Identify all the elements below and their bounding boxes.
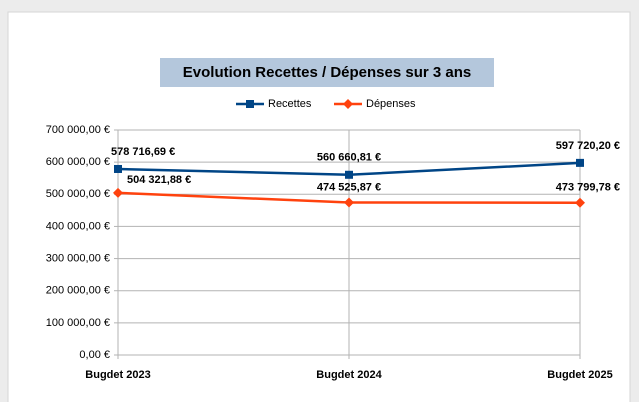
y-tick-label: 100 000,00 € — [46, 317, 110, 329]
y-tick-label: 300 000,00 € — [46, 252, 110, 264]
data-point — [575, 197, 585, 208]
data-point — [345, 170, 353, 179]
y-tick-label: 500 000,00 € — [46, 188, 110, 200]
data-label: 473 799,78 € — [556, 182, 620, 194]
data-label: 474 525,87 € — [317, 181, 381, 193]
legend-label: Dépenses — [366, 98, 416, 110]
data-point — [113, 187, 123, 198]
data-point — [576, 158, 584, 167]
legend-marker — [246, 100, 254, 108]
data-label: 560 660,81 € — [317, 152, 381, 164]
y-tick-label: 600 000,00 € — [46, 156, 110, 168]
legend-label: Recettes — [268, 98, 312, 110]
chart-title: Evolution Recettes / Dépenses sur 3 ans — [183, 64, 471, 81]
data-label: 578 716,69 € — [111, 146, 175, 158]
title-box — [160, 58, 494, 87]
data-label: 504 321,88 € — [127, 174, 191, 186]
y-tick-label: 0,00 € — [79, 349, 110, 361]
legend-marker — [343, 99, 353, 109]
x-tick-label: Bugdet 2024 — [316, 369, 382, 381]
y-tick-label: 200 000,00 € — [46, 285, 110, 297]
data-label: 597 720,20 € — [556, 140, 620, 152]
x-tick-label: Bugdet 2023 — [85, 369, 150, 381]
data-point — [344, 197, 354, 208]
x-tick-label: Bugdet 2025 — [547, 369, 612, 381]
y-tick-label: 400 000,00 € — [46, 220, 110, 232]
y-tick-label: 700 000,00 € — [46, 124, 110, 136]
data-point — [114, 164, 122, 173]
